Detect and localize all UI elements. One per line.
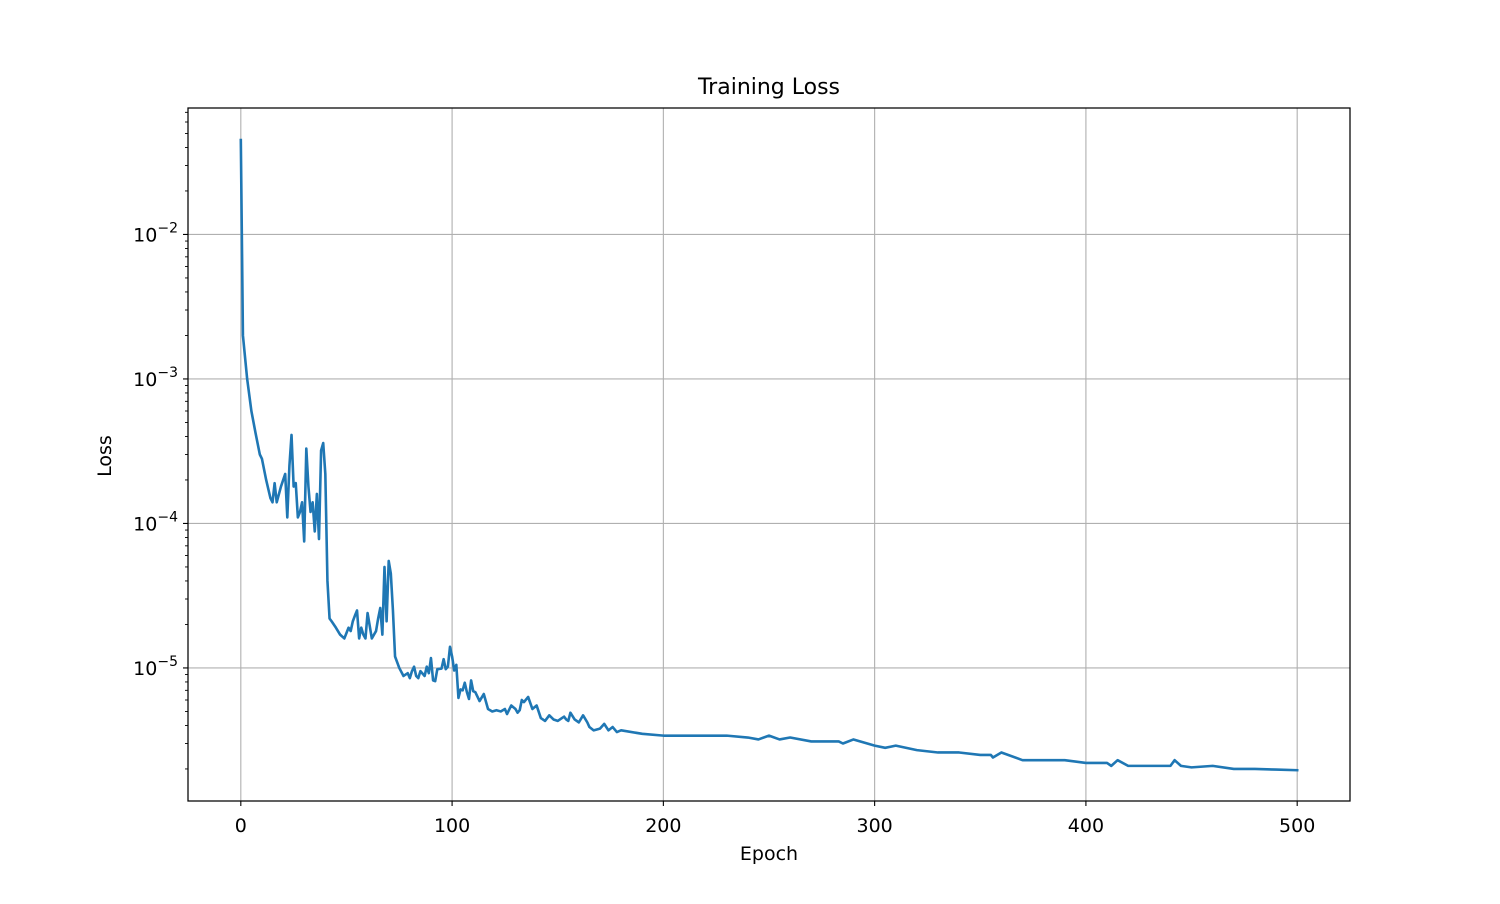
y-tick-base: 10 <box>133 513 157 535</box>
y-tick-exponent: −2 <box>157 220 178 236</box>
x-tick-label: 300 <box>857 815 893 837</box>
y-tick-exponent: −5 <box>157 654 178 670</box>
x-axis: 0 100 200 300 400 500 <box>235 801 1315 837</box>
y-tick-label: 10−5 <box>133 654 178 680</box>
x-tick-label: 200 <box>645 815 681 837</box>
y-tick-exponent: −3 <box>157 365 178 381</box>
y-tick-base: 10 <box>133 224 157 246</box>
x-tick-label: 100 <box>434 815 470 837</box>
x-tick-label: 400 <box>1068 815 1104 837</box>
plot-area <box>188 108 1350 801</box>
y-tick-label: 10−2 <box>133 220 178 246</box>
y-tick-base: 10 <box>133 369 157 391</box>
grid <box>188 108 1350 801</box>
loss-series-line <box>239 138 1299 772</box>
y-tick-base: 10 <box>133 658 157 680</box>
y-axis-label: Loss <box>94 435 116 477</box>
chart-title: Training Loss <box>697 75 840 100</box>
x-tick-label: 0 <box>235 815 247 837</box>
plot-lines <box>239 138 1299 772</box>
y-tick-label: 10−3 <box>133 365 178 391</box>
y-tick-label: 10−4 <box>133 509 178 535</box>
y-tick-exponent: −4 <box>157 509 178 525</box>
x-axis-label: Epoch <box>740 843 798 865</box>
x-tick-label: 500 <box>1279 815 1315 837</box>
y-axis: 10−210−310−410−5 <box>133 111 188 770</box>
